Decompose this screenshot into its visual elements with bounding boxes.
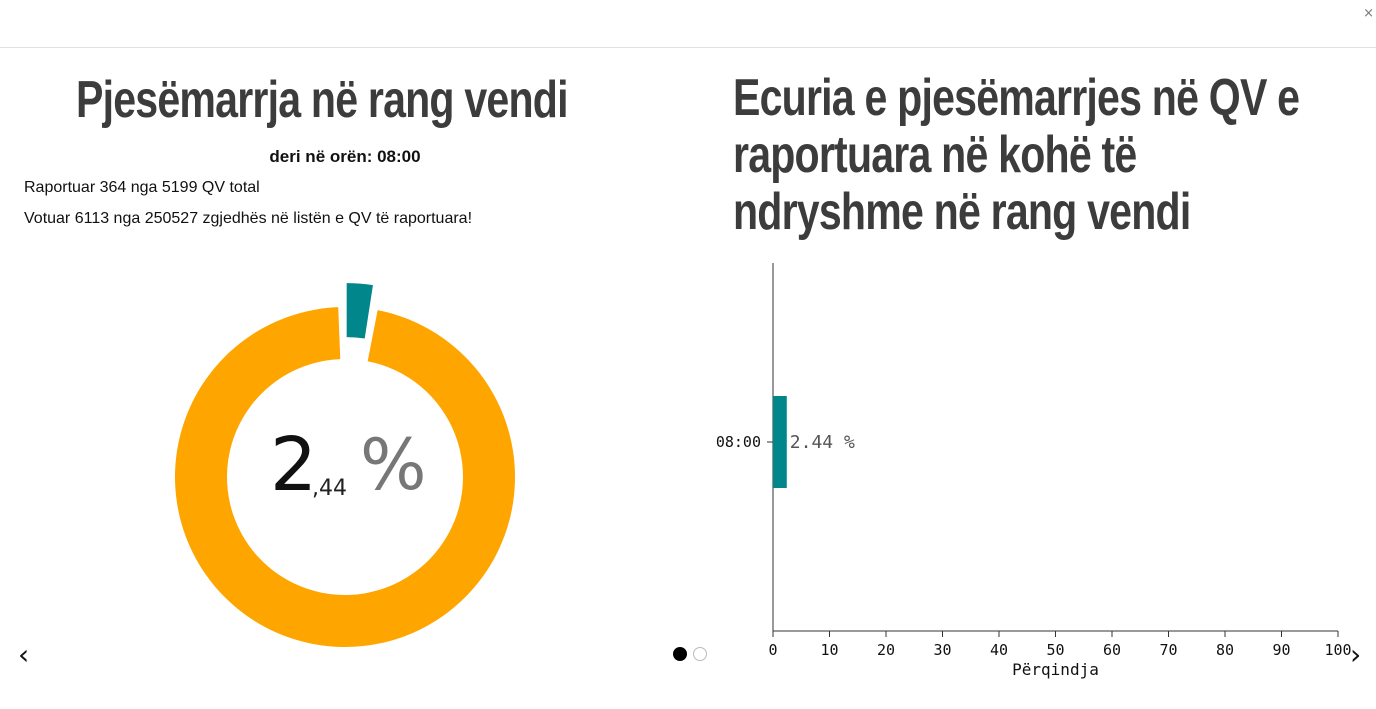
x-tick-label: 0 xyxy=(768,641,777,659)
carousel-prev-button[interactable]: ‹ xyxy=(18,638,30,671)
right-panel-title-line3: ndryshme në rang vendi xyxy=(733,183,1191,241)
x-tick-label: 20 xyxy=(877,641,895,659)
x-tick-label: 30 xyxy=(933,641,951,659)
x-tick-label: 70 xyxy=(1159,641,1177,659)
close-icon[interactable]: × xyxy=(1363,6,1374,21)
voters-text: Votuar 6113 nga 250527 zgjedhës në listë… xyxy=(24,210,473,227)
participation-donut-chart xyxy=(175,283,515,647)
x-tick-label: 90 xyxy=(1272,641,1290,659)
reported-stations-text: Raportuar 364 nga 5199 QV total xyxy=(24,179,260,196)
carousel-next-button[interactable]: › xyxy=(1350,638,1362,671)
left-panel-title: Pjesëmarrja në rang vendi xyxy=(76,71,569,129)
x-tick-label: 10 xyxy=(820,641,838,659)
right-panel-title: Ecuria e pjesëmarrjes në QV e raportuara… xyxy=(733,69,1300,241)
right-panel-title-line2: raportuara në kohë të xyxy=(733,126,1137,184)
donut-slice-0 xyxy=(346,283,373,339)
y-tick-label: 08:00 xyxy=(716,433,761,451)
carousel-dot-2[interactable] xyxy=(693,647,707,661)
donut-slice-1 xyxy=(175,307,515,647)
right-panel-title-line1: Ecuria e pjesëmarrjes në QV e xyxy=(733,69,1300,127)
x-tick-label: 60 xyxy=(1103,641,1121,659)
left-panel-subtitle: deri në orën: 08:00 xyxy=(269,147,421,166)
donut-center-percent-sign: % xyxy=(360,424,427,506)
x-tick-label: 100 xyxy=(1324,641,1351,659)
donut-center-integer: 2 xyxy=(270,422,318,508)
participation-bar-chart: 0 10 20 30 40 50 60 70 80 90 100 Përqindja 08:00 2.44… xyxy=(716,263,1352,679)
x-tick-label: 50 xyxy=(1046,641,1064,659)
bar-08:00 xyxy=(773,396,787,488)
bar-value-label: 2.44 % xyxy=(790,432,855,453)
x-tick-label: 80 xyxy=(1216,641,1234,659)
top-bar: × xyxy=(0,0,1376,48)
carousel-dots xyxy=(673,647,707,661)
carousel-dot-1[interactable] xyxy=(673,647,687,661)
donut-center-decimal: ,44 xyxy=(312,476,347,501)
x-tick-label: 40 xyxy=(990,641,1008,659)
x-axis-label: Përqindja xyxy=(1012,660,1099,679)
